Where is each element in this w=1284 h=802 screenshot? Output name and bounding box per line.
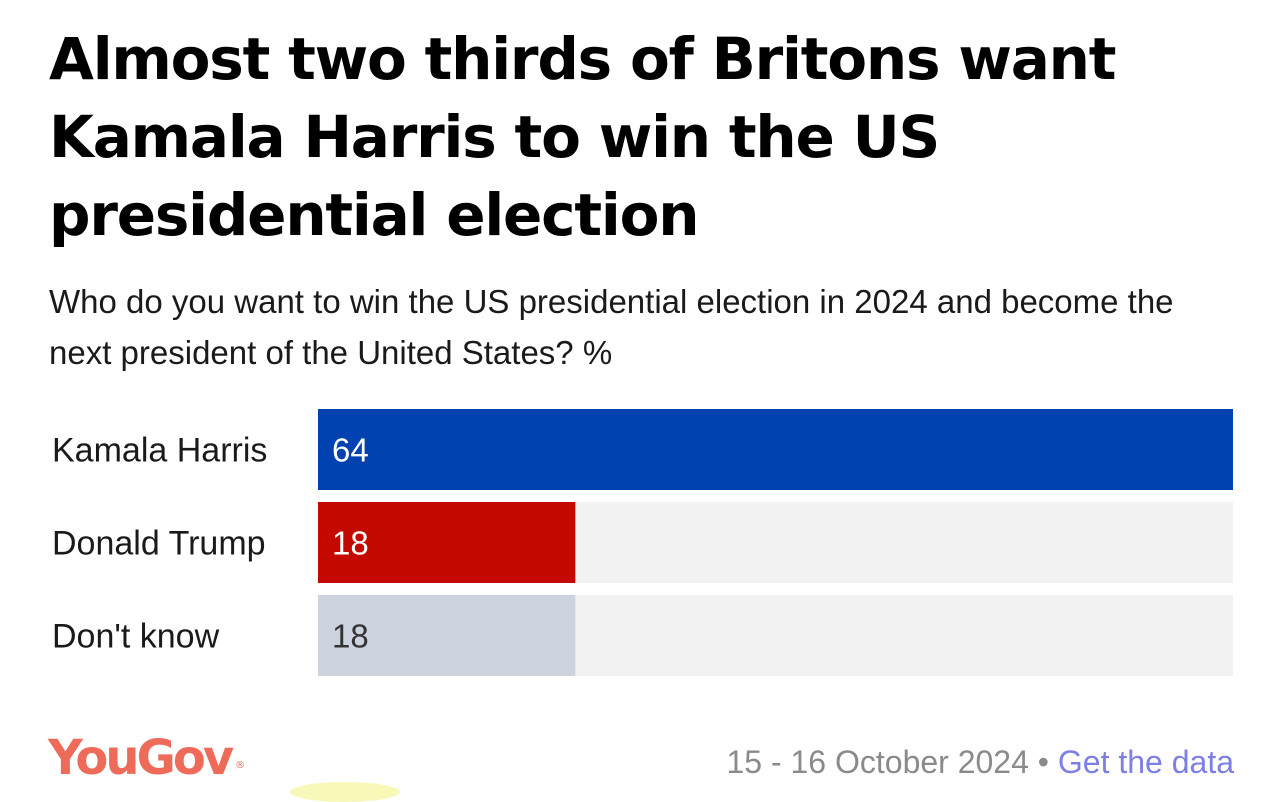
category-label-don-t-know: Don't know xyxy=(52,618,220,656)
value-label-donald-trump: 18 xyxy=(332,525,369,562)
value-label-kamala-harris: 64 xyxy=(332,432,369,469)
survey-date: 15 - 16 October 2024 xyxy=(726,744,1029,780)
chart-title: Almost two thirds of Britons want Kamala… xyxy=(49,25,1116,249)
category-label-kamala-harris: Kamala Harris xyxy=(52,432,267,470)
chart-subtitle: Who do you want to win the US presidenti… xyxy=(49,283,1174,371)
yougov-logo: YouGov ® xyxy=(48,730,246,786)
footer-separator: • xyxy=(1037,744,1049,780)
bar-don-t-know xyxy=(318,595,576,676)
footer: 15 - 16 October 2024 • Get the data xyxy=(726,740,1234,784)
highlight-mark xyxy=(290,782,400,802)
value-label-don-t-know: 18 xyxy=(332,618,369,655)
bar-kamala-harris xyxy=(318,409,1233,490)
category-label-donald-trump: Donald Trump xyxy=(52,525,266,563)
get-the-data-link[interactable]: Get the data xyxy=(1057,744,1234,780)
bar-donald-trump xyxy=(318,502,576,583)
